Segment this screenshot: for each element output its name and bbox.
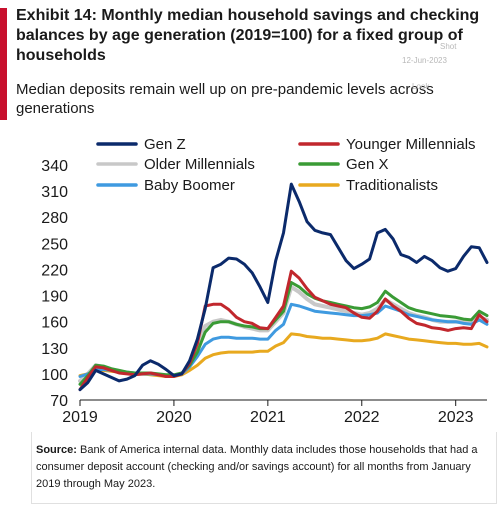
legend-label-gen-z: Gen Z [144,136,186,153]
footer-frame [31,432,497,504]
watermark-date: 12-Jun-2023 [402,56,447,65]
series-line-gen-z [78,182,489,392]
series-line-traditionalists [78,332,489,378]
x-tick-label: 2023 [438,409,474,426]
x-tick-label: 2019 [62,409,98,426]
source-text: Bank of America internal data. Monthly d… [36,444,478,490]
y-tick-label: 190 [41,289,68,306]
y-tick-label: 160 [41,315,68,332]
accent-bar [0,8,7,120]
series-line-younger-millennials [78,269,489,392]
chart-subtitle: Median deposits remain well up on pre-pa… [16,81,434,117]
y-tick-label: 250 [41,236,68,253]
watermark-text: Shot [440,42,457,51]
x-tick-label: 2022 [344,409,380,426]
y-tick-label: 130 [41,341,68,358]
legend-label-gen-x: Gen X [346,156,389,173]
source-note: Source: Bank of America internal data. M… [36,442,490,493]
legend-label-younger-millennials: Younger Millennials [346,136,476,153]
legend-label-older-millennials: Older Millennials [144,156,255,173]
line-chart: 70 100 130 160 190 220 250 280 310 340 2019 2020 202… [41,136,489,426]
y-tick-label: 220 [41,262,68,279]
y-tick-label: 340 [41,158,68,175]
x-tick-label: 2021 [250,409,286,426]
y-tick-label: 280 [41,210,68,227]
chart-title: Exhibit 14: Monthly median household sav… [16,7,480,64]
y-tick-label: 70 [50,393,68,410]
y-tick-label: 100 [41,367,68,384]
legend-label-baby-boomer: Baby Boomer [144,177,235,194]
x-tick-label: 2020 [156,409,192,426]
watermark-text-2: Look [412,82,430,91]
y-tick-label: 310 [41,184,68,201]
source-label: Source: [36,444,77,456]
legend-label-traditionalists: Traditionalists [346,177,438,194]
